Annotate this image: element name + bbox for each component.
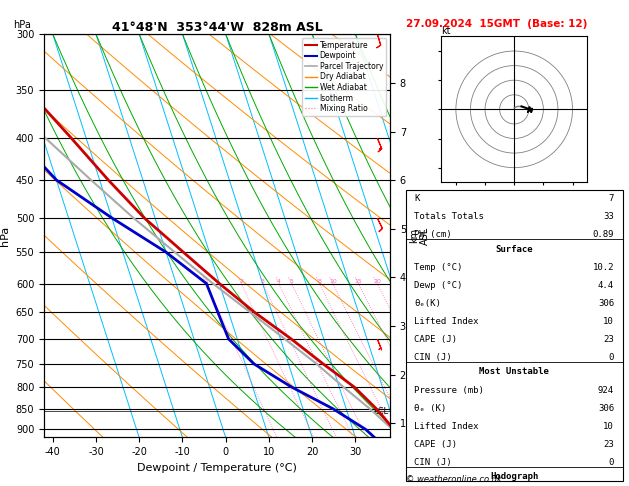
Text: Most Unstable: Most Unstable [479, 367, 549, 377]
Text: Dewp (°C): Dewp (°C) [415, 281, 463, 290]
Text: 3: 3 [261, 278, 265, 283]
Text: Surface: Surface [496, 244, 533, 254]
Text: CIN (J): CIN (J) [415, 458, 452, 467]
Text: kt: kt [442, 26, 451, 36]
Text: Totals Totals: Totals Totals [415, 212, 484, 221]
Text: 0: 0 [609, 458, 614, 467]
Text: PW (cm): PW (cm) [415, 230, 452, 239]
Text: hPa: hPa [13, 20, 31, 30]
Text: 1: 1 [204, 278, 208, 283]
Text: 5: 5 [289, 278, 294, 283]
Text: 306: 306 [598, 404, 614, 413]
Text: Temp (°C): Temp (°C) [415, 262, 463, 272]
Legend: Temperature, Dewpoint, Parcel Trajectory, Dry Adiabat, Wet Adiabat, Isotherm, Mi: Temperature, Dewpoint, Parcel Trajectory… [302, 38, 386, 116]
Text: 33: 33 [603, 212, 614, 221]
Text: Lifted Index: Lifted Index [415, 422, 479, 431]
Text: Lifted Index: Lifted Index [415, 317, 479, 326]
Text: 2: 2 [239, 278, 243, 283]
Text: 20: 20 [373, 278, 381, 283]
Text: K: K [415, 194, 420, 203]
Text: 7: 7 [609, 194, 614, 203]
Text: Hodograph: Hodograph [490, 472, 538, 481]
Text: CAPE (J): CAPE (J) [415, 335, 457, 344]
Title: 41°48'N  353°44'W  828m ASL: 41°48'N 353°44'W 828m ASL [111, 21, 323, 34]
Text: LCL: LCL [373, 406, 388, 416]
Text: 10.2: 10.2 [593, 262, 614, 272]
Y-axis label: km
ASL: km ASL [409, 226, 430, 245]
Text: 27.09.2024  15GMT  (Base: 12): 27.09.2024 15GMT (Base: 12) [406, 19, 587, 30]
Text: 23: 23 [603, 440, 614, 449]
X-axis label: Dewpoint / Temperature (°C): Dewpoint / Temperature (°C) [137, 463, 297, 473]
Text: 4: 4 [277, 278, 281, 283]
Text: 0.89: 0.89 [593, 230, 614, 239]
Text: 8: 8 [317, 278, 321, 283]
Text: 4.4: 4.4 [598, 281, 614, 290]
Text: 15: 15 [355, 278, 362, 283]
Text: 10: 10 [329, 278, 337, 283]
Text: Pressure (mb): Pressure (mb) [415, 385, 484, 395]
Text: © weatheronline.co.uk: © weatheronline.co.uk [406, 474, 501, 484]
Text: CIN (J): CIN (J) [415, 353, 452, 362]
Text: θₑ(K): θₑ(K) [415, 299, 442, 308]
Text: 10: 10 [603, 422, 614, 431]
Text: θₑ (K): θₑ (K) [415, 404, 447, 413]
Text: CAPE (J): CAPE (J) [415, 440, 457, 449]
Text: 924: 924 [598, 385, 614, 395]
Text: 0: 0 [609, 353, 614, 362]
Text: 23: 23 [603, 335, 614, 344]
Text: 306: 306 [598, 299, 614, 308]
Y-axis label: hPa: hPa [0, 226, 10, 246]
Text: 10: 10 [603, 317, 614, 326]
